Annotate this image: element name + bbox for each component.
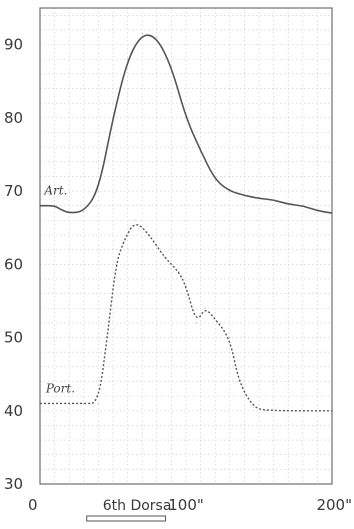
stimulus-marker: 6th Dorsal bbox=[86, 498, 176, 522]
data-point-art bbox=[331, 212, 333, 214]
data-point-port bbox=[83, 402, 85, 405]
data-point-art bbox=[316, 210, 318, 212]
series-labels: Art. Port. bbox=[43, 184, 75, 396]
series-line-port bbox=[39, 224, 332, 412]
data-point-art bbox=[156, 36, 158, 38]
data-point-port bbox=[204, 307, 206, 309]
data-point-port bbox=[122, 241, 124, 243]
series-label-art: Art. bbox=[43, 184, 67, 198]
y-tick-label: 60 bbox=[4, 255, 23, 273]
data-point-port bbox=[185, 285, 187, 287]
data-point-port bbox=[237, 380, 240, 383]
data-point-art bbox=[258, 197, 260, 199]
data-point-port bbox=[211, 314, 213, 317]
data-point-art bbox=[185, 117, 187, 119]
y-tick-label: 80 bbox=[4, 109, 23, 127]
data-point-art bbox=[200, 150, 202, 152]
y-axis-ticks: 30 40 50 60 70 80 90 bbox=[4, 36, 23, 493]
y-tick-label: 70 bbox=[4, 182, 23, 200]
y-tick-label: 50 bbox=[4, 329, 23, 347]
data-point-port bbox=[148, 234, 151, 236]
data-point-port bbox=[195, 322, 197, 324]
y-tick-label: 30 bbox=[4, 475, 23, 493]
data-point-art bbox=[112, 117, 114, 119]
stimulus-label: 6th Dorsal bbox=[103, 498, 176, 514]
data-point-art bbox=[59, 208, 62, 210]
data-point-art bbox=[243, 194, 245, 197]
data-point-art bbox=[97, 190, 99, 192]
data-point-port bbox=[178, 271, 180, 273]
data-point-art bbox=[229, 190, 231, 192]
series-label-port: Port. bbox=[45, 381, 75, 395]
data-point-art bbox=[287, 203, 289, 205]
data-point-port bbox=[252, 406, 254, 408]
data-point-port bbox=[229, 336, 231, 339]
data-point-art bbox=[273, 199, 275, 201]
data-point-port bbox=[115, 263, 117, 265]
x-tick-label: 200" bbox=[316, 496, 352, 514]
series-line-art bbox=[39, 34, 333, 214]
data-point-port bbox=[163, 256, 165, 258]
data-point-port bbox=[134, 219, 136, 221]
y-tick-label: 90 bbox=[4, 36, 23, 54]
data-point-art bbox=[127, 58, 129, 60]
data-point-port bbox=[106, 336, 108, 339]
data-point-art bbox=[214, 179, 216, 181]
grid-lines bbox=[39, 8, 333, 485]
x-tick-label: 100" bbox=[168, 496, 204, 514]
data-point-art bbox=[39, 205, 41, 207]
x-tick-label: 0 bbox=[28, 496, 38, 514]
data-point-port bbox=[39, 402, 41, 405]
data-point-art bbox=[302, 205, 304, 207]
data-point-port bbox=[265, 410, 267, 412]
data-point-art bbox=[54, 205, 56, 207]
series-lines bbox=[39, 33, 333, 412]
x-axis-ticks: 0 100" 200" bbox=[28, 496, 352, 514]
stimulus-bar bbox=[86, 515, 167, 522]
data-point-art bbox=[170, 65, 172, 68]
data-point-port bbox=[331, 410, 333, 412]
y-tick-label: 40 bbox=[4, 402, 23, 420]
data-point-art bbox=[68, 212, 70, 214]
data-point-port bbox=[97, 402, 99, 405]
data-point-art bbox=[83, 210, 85, 213]
plot-frame bbox=[39, 7, 333, 485]
data-point-art bbox=[141, 33, 143, 35]
